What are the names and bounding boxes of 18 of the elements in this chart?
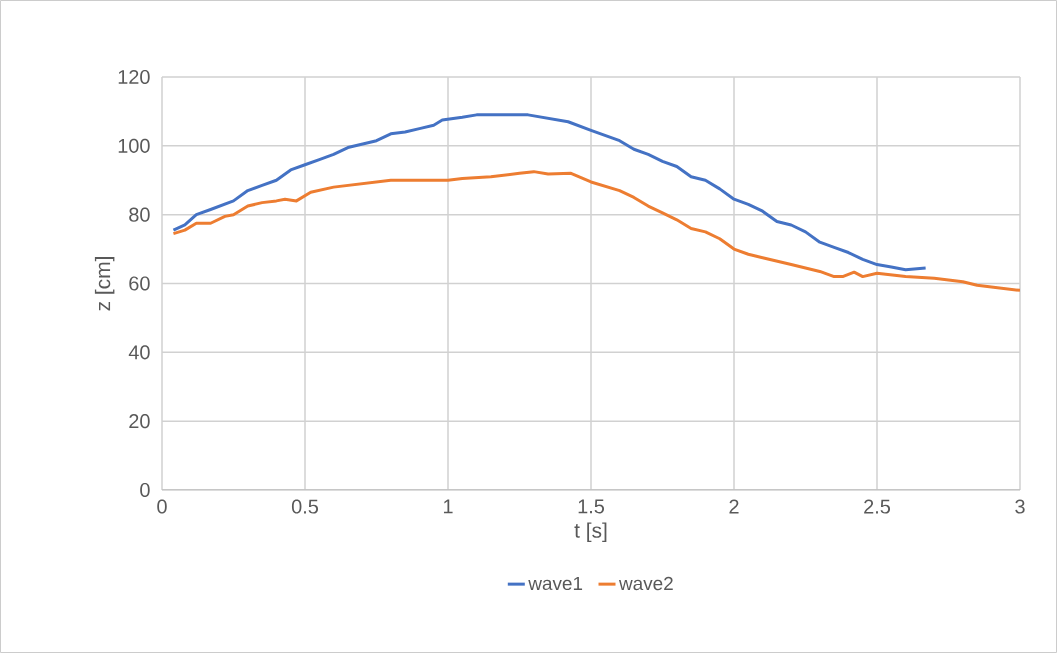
x-tick-label: 1 [443,499,453,514]
legend-label: wave1 [528,576,583,591]
x-tick-label: 2.5 [864,499,891,514]
y-tick-label: 40 [128,345,150,360]
y-tick-label: 0 [140,482,150,498]
y-tick-label: 20 [129,414,150,429]
y-tick-label: 60 [129,276,150,291]
y-tick-label: 100 [118,138,150,153]
y-tick-label: 120 [118,69,150,85]
x-tick-label: 0.5 [291,499,319,514]
x-axis-title: t [s] [574,522,607,542]
y-tick-label: 80 [129,207,150,222]
x-tick-label: 3 [1015,499,1025,514]
x-tick-label: 0 [157,499,167,514]
x-tick-label: 1.5 [578,499,605,514]
x-tick-label: 2 [729,499,739,514]
legend-label: wave2 [618,576,673,591]
y-axis-title: z [cm] [94,257,115,311]
